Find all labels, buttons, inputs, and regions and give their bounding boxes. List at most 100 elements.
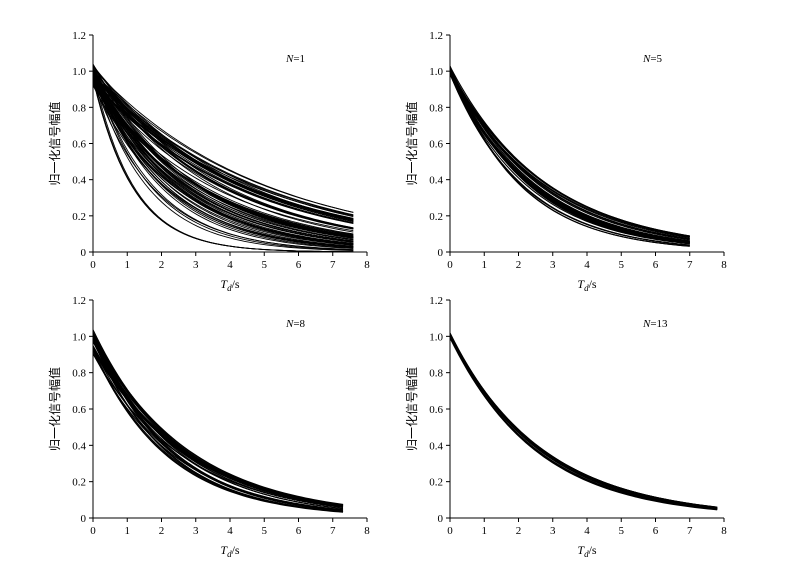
x-tick-label: 1	[125, 525, 131, 537]
decay-curve	[92, 71, 354, 242]
x-axis-title: Td/s	[220, 277, 240, 293]
panel-n-value: =8	[293, 318, 305, 330]
y-tick-label: 0.8	[72, 102, 86, 114]
x-axis-title-unit: /s	[589, 277, 597, 291]
decay-curve	[449, 334, 718, 508]
decay-curve	[449, 333, 718, 509]
decay-curve	[449, 65, 690, 247]
decay-curve	[92, 71, 354, 218]
y-tick-label: 0.4	[72, 440, 86, 452]
x-axis-title: Td/s	[220, 543, 240, 559]
x-axis-title-subscript: d	[584, 549, 589, 559]
panel-n-label: N=13	[642, 318, 668, 330]
y-tick-label: 0.6	[429, 404, 443, 416]
y-tick-label: 0	[81, 513, 87, 525]
decay-curve	[92, 71, 354, 246]
decay-curve	[92, 70, 354, 247]
decay-curve	[92, 82, 354, 219]
chart-panel-3: 0 1 2 3 4 5 6 7 8 0 0.2 0.4 0.6 0.8 1.0 1.2 N=8 Td/s 归一化信号…	[47, 295, 370, 559]
panel-n-value: =13	[650, 318, 668, 330]
x-tick-label: 8	[721, 525, 727, 537]
decay-curve	[92, 340, 344, 508]
decay-curve	[92, 331, 344, 507]
x-tick-label: 5	[262, 259, 268, 271]
y-tick-label: 1.0	[429, 331, 443, 343]
decay-curve	[449, 336, 718, 511]
y-tick-label: 1.2	[429, 30, 443, 42]
y-tick-label: 0.4	[429, 175, 443, 187]
x-tick-label: 6	[653, 525, 659, 537]
panel-n-value: =1	[293, 53, 305, 65]
x-tick-label: 5	[262, 525, 268, 537]
y-tick-label: 0.6	[429, 139, 443, 151]
x-tick-label: 4	[227, 525, 233, 537]
x-axis-title-subscript: d	[227, 283, 232, 293]
x-tick-label: 0	[90, 259, 96, 271]
x-tick-label: 4	[584, 525, 590, 537]
x-axis-title-variable: T	[577, 543, 585, 557]
panel-n-label: N=8	[285, 318, 306, 330]
x-tick-label: 0	[90, 525, 96, 537]
decay-curve	[449, 333, 718, 509]
y-tick-label: 1.0	[429, 66, 443, 78]
y-tick-label: 0	[438, 513, 444, 525]
x-tick-label: 6	[296, 259, 302, 271]
y-tick-label: 1.2	[429, 295, 443, 307]
chart-panel-2: 0 1 2 3 4 5 6 7 8 0 0.2 0.4 0.6 0.8 1.0 1.2 N=5 Td/s 归一化信号…	[404, 30, 727, 293]
panel-n-variable: N	[642, 318, 651, 330]
x-axis-title-variable: T	[220, 277, 228, 291]
decay-curve	[92, 80, 354, 224]
decay-curve	[92, 349, 344, 513]
x-tick-label: 5	[619, 525, 625, 537]
decay-curve	[92, 69, 354, 244]
x-axis-title-unit: /s	[232, 543, 240, 557]
y-tick-label: 0.6	[72, 139, 86, 151]
y-tick-label: 0.4	[72, 175, 86, 187]
decay-curve	[449, 337, 718, 508]
y-axis-title: 归一化信号幅值	[47, 101, 62, 185]
y-tick-label: 0	[438, 247, 444, 259]
decay-curve	[92, 78, 354, 253]
x-tick-label: 3	[550, 259, 556, 271]
decay-curve	[92, 73, 354, 248]
x-tick-label: 3	[193, 259, 199, 271]
decay-curves	[449, 332, 718, 511]
y-tick-label: 1.0	[72, 66, 86, 78]
decay-curve	[449, 337, 718, 510]
y-tick-label: 0.8	[72, 368, 86, 380]
x-tick-label: 1	[482, 525, 488, 537]
decay-curve	[92, 77, 354, 243]
y-tick-label: 0	[81, 247, 87, 259]
panel-n-variable: N	[285, 318, 294, 330]
x-tick-label: 6	[653, 259, 659, 271]
decay-curve	[92, 83, 354, 247]
decay-curve	[449, 68, 690, 240]
decay-curves	[449, 65, 690, 247]
decay-curve	[449, 337, 718, 508]
decay-curve	[449, 333, 718, 510]
x-axis-title: Td/s	[577, 543, 597, 559]
y-tick-label: 0.2	[429, 477, 443, 489]
y-tick-label: 0.8	[429, 102, 443, 114]
decay-curves	[92, 329, 344, 513]
x-tick-label: 6	[296, 525, 302, 537]
decay-curve	[449, 333, 718, 510]
x-tick-label: 3	[550, 525, 556, 537]
decay-curve	[449, 334, 718, 509]
decay-curve	[449, 334, 718, 509]
x-tick-label: 8	[364, 525, 370, 537]
decay-curve	[92, 334, 344, 505]
decay-curve	[449, 71, 690, 242]
decay-curve	[92, 338, 344, 513]
x-axis-title: Td/s	[577, 277, 597, 293]
y-tick-label: 1.0	[72, 331, 86, 343]
x-axis-title-unit: /s	[232, 277, 240, 291]
x-tick-label: 7	[687, 259, 693, 271]
decay-curve	[92, 70, 354, 238]
decay-curve	[92, 352, 344, 511]
x-tick-label: 8	[721, 259, 727, 271]
decay-curve	[449, 336, 718, 510]
decay-curve	[449, 333, 718, 510]
decay-curve	[449, 336, 718, 511]
